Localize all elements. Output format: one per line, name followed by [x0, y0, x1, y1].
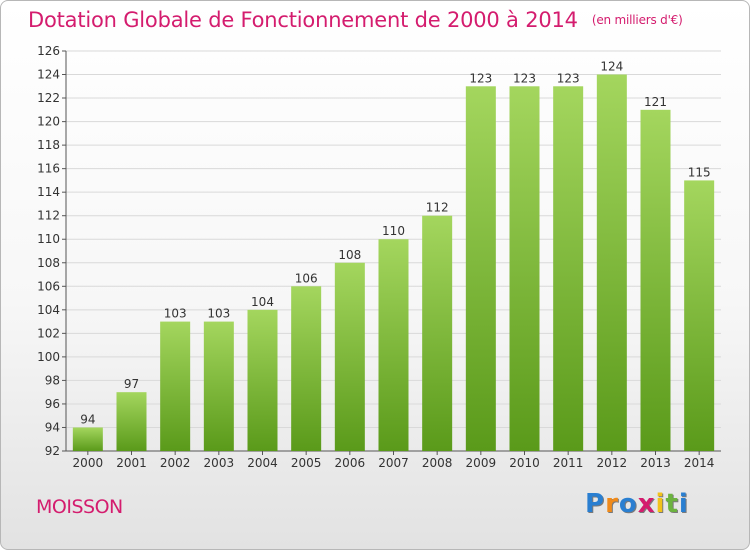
bar — [203, 321, 234, 451]
bar — [465, 86, 496, 451]
data-label: 123 — [469, 71, 492, 85]
data-label: 103 — [207, 307, 230, 321]
x-tick-label: 2010 — [509, 456, 540, 470]
x-tick-label: 2005 — [291, 456, 322, 470]
y-tick-label: 116 — [37, 162, 60, 176]
y-tick-label: 102 — [37, 326, 60, 340]
x-tick-label: 2007 — [378, 456, 409, 470]
bar — [509, 86, 540, 451]
y-tick-label: 100 — [37, 350, 60, 364]
y-tick-label: 96 — [45, 397, 60, 411]
x-tick-label: 2004 — [247, 456, 278, 470]
y-tick-label: 112 — [37, 209, 60, 223]
data-label: 121 — [644, 95, 667, 109]
x-tick-label: 2011 — [553, 456, 584, 470]
logo-letter: i — [678, 489, 689, 519]
data-label: 103 — [164, 307, 187, 321]
data-label: 123 — [557, 71, 580, 85]
y-tick-label: 126 — [37, 44, 60, 58]
x-tick-label: 2002 — [160, 456, 191, 470]
data-label: 106 — [295, 271, 318, 285]
bar — [684, 180, 715, 452]
bar — [553, 86, 584, 451]
x-tick-label: 2008 — [422, 456, 453, 470]
y-tick-label: 110 — [37, 232, 60, 246]
x-tick-label: 2000 — [73, 456, 104, 470]
bar — [72, 427, 103, 451]
x-tick-label: 2012 — [597, 456, 628, 470]
data-label: 108 — [338, 248, 361, 262]
data-label: 94 — [80, 412, 95, 426]
y-tick-label: 118 — [37, 138, 60, 152]
commune-name: MOISSON — [36, 496, 123, 518]
y-tick-label: 122 — [37, 91, 60, 105]
logo-letter: x — [637, 489, 656, 519]
data-label: 104 — [251, 295, 274, 309]
x-tick-label: 2013 — [640, 456, 671, 470]
bar — [596, 74, 627, 451]
bar — [378, 239, 409, 451]
title-text: Dotation Globale de Fonctionnement de 20… — [28, 8, 578, 32]
bar — [640, 109, 671, 451]
labels: 94 2000 97 2001 103 2002 103 2003 104 2004 106 2005… — [73, 60, 715, 470]
bars — [72, 74, 715, 452]
data-label: 110 — [382, 224, 405, 238]
data-label: 115 — [688, 165, 711, 179]
proxiti-logo: Proxiti — [585, 489, 689, 519]
y-tick-label: 120 — [37, 115, 60, 129]
y-tick-label: 94 — [45, 420, 60, 434]
logo-letter: r — [605, 489, 619, 519]
y-tick-label: 92 — [45, 444, 60, 458]
y-tick-label: 124 — [37, 68, 60, 82]
data-label: 97 — [124, 377, 139, 391]
bar — [334, 262, 365, 451]
data-label: 124 — [600, 60, 623, 74]
bar — [160, 321, 191, 451]
logo-letter: P — [585, 489, 606, 519]
y-tick-label: 108 — [37, 256, 60, 270]
logo-letter: i — [655, 489, 666, 519]
bar — [422, 215, 453, 451]
y-tick-label: 106 — [37, 279, 60, 293]
data-label: 123 — [513, 71, 536, 85]
chart-title: Dotation Globale de Fonctionnement de 20… — [28, 8, 683, 32]
logo-letter: o — [618, 489, 638, 519]
logo-letter: t — [665, 489, 679, 519]
x-tick-label: 2009 — [466, 456, 497, 470]
y-tick-label: 114 — [37, 185, 60, 199]
bar — [291, 286, 322, 451]
y-tick-label: 104 — [37, 303, 60, 317]
x-tick-label: 2003 — [204, 456, 235, 470]
data-label: 112 — [426, 201, 449, 215]
bar — [116, 392, 147, 451]
x-tick-label: 2006 — [335, 456, 366, 470]
unit-note: (en milliers d'€) — [591, 13, 683, 27]
x-tick-label: 2014 — [684, 456, 715, 470]
bar — [247, 309, 278, 451]
x-tick-label: 2001 — [116, 456, 147, 470]
y-tick-label: 98 — [45, 373, 60, 387]
